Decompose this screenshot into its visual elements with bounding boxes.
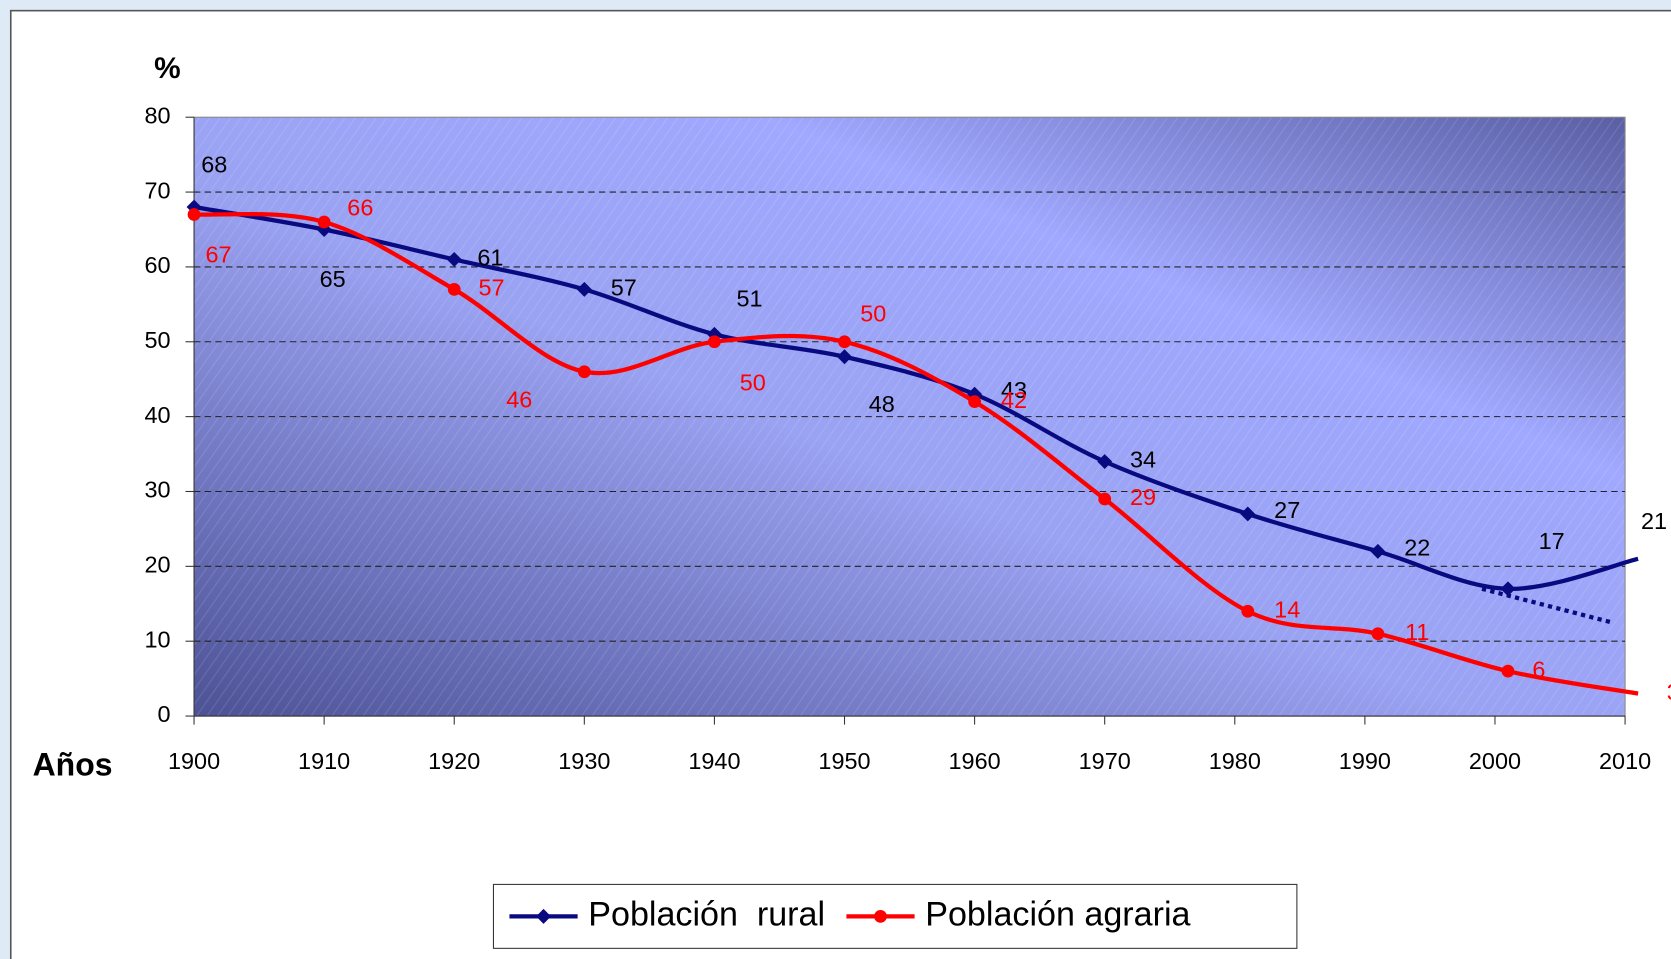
data-label: 68 xyxy=(201,152,227,178)
data-label: 50 xyxy=(860,300,886,326)
data-label: 21 xyxy=(1641,508,1667,534)
marker xyxy=(1241,604,1255,618)
y-tick-label: 80 xyxy=(145,102,171,128)
data-label: 3 xyxy=(1667,679,1671,705)
data-label: 57 xyxy=(611,275,637,301)
x-tick-label: 1920 xyxy=(428,748,480,774)
data-label: 46 xyxy=(506,387,532,413)
x-tick-label: 1940 xyxy=(688,748,740,774)
marker xyxy=(837,349,852,365)
data-label: 51 xyxy=(737,285,763,311)
data-label: 43 xyxy=(1001,377,1027,403)
marker xyxy=(968,395,981,409)
data-label: 57 xyxy=(478,275,504,301)
series-line xyxy=(193,204,1639,591)
marker xyxy=(1370,543,1386,559)
marker xyxy=(708,335,721,349)
data-label: 29 xyxy=(1130,484,1156,510)
data-label: 6 xyxy=(1532,656,1545,682)
marker xyxy=(1371,627,1385,641)
y-tick-label: 0 xyxy=(158,701,171,727)
marker xyxy=(1240,506,1256,522)
x-tick-label: 1970 xyxy=(1079,748,1131,774)
data-label: 61 xyxy=(477,245,503,271)
x-axis-label: Años xyxy=(33,747,113,783)
marker xyxy=(1501,664,1515,678)
legend-label: Población agraria xyxy=(925,895,1190,933)
marker xyxy=(577,365,591,379)
x-tick-label: 1930 xyxy=(558,748,610,774)
x-tick-label: 1960 xyxy=(949,748,1001,774)
marker xyxy=(317,215,331,229)
data-label: 27 xyxy=(1274,497,1300,523)
y-axis-label: % xyxy=(154,52,181,85)
data-label: 11 xyxy=(1405,619,1429,645)
marker xyxy=(446,251,462,267)
marker xyxy=(1098,492,1112,506)
legend-marker xyxy=(874,909,887,923)
data-label: 48 xyxy=(869,391,895,417)
x-tick-label: 1900 xyxy=(168,748,220,774)
data-label: 14 xyxy=(1274,596,1300,622)
y-tick-label: 30 xyxy=(145,477,171,503)
data-label: 22 xyxy=(1404,534,1430,560)
data-label: 50 xyxy=(740,370,766,396)
y-tick-label: 40 xyxy=(145,402,171,428)
y-tick-label: 60 xyxy=(145,252,171,278)
y-tick-label: 20 xyxy=(145,552,171,578)
data-label: 17 xyxy=(1539,528,1565,554)
trendline xyxy=(1481,586,1613,625)
x-tick-label: 1990 xyxy=(1339,748,1391,774)
legend-marker xyxy=(536,908,551,924)
x-tick-label: 1980 xyxy=(1209,748,1261,774)
x-tick-label: 2000 xyxy=(1469,748,1521,774)
y-tick-label: 10 xyxy=(145,626,171,652)
marker xyxy=(838,335,851,349)
x-tick-label: 2010 xyxy=(1599,748,1651,774)
legend-label: Población rural xyxy=(588,895,825,933)
marker xyxy=(447,282,461,296)
x-tick-label: 1950 xyxy=(818,748,870,774)
data-label: 65 xyxy=(320,266,346,292)
data-label: 66 xyxy=(347,194,373,220)
data-label: 34 xyxy=(1130,447,1156,473)
marker xyxy=(187,208,201,221)
x-tick-label: 1910 xyxy=(298,748,350,774)
data-label: 67 xyxy=(206,241,232,267)
y-tick-label: 50 xyxy=(145,327,171,353)
data-label: 42 xyxy=(1001,387,1027,413)
y-tick-label: 70 xyxy=(145,177,171,203)
marker xyxy=(1500,581,1516,597)
